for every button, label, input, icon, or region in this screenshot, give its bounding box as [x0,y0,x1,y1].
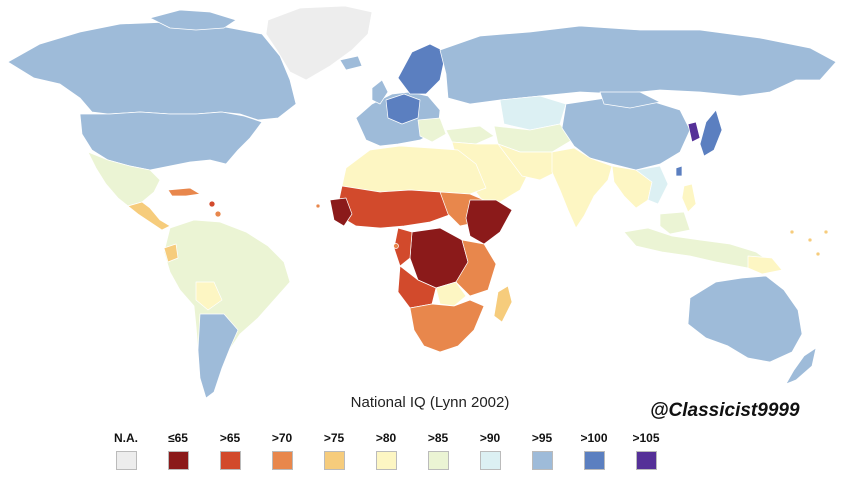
legend-swatch [167,451,189,470]
madagascar-region [493,285,513,323]
australia-region [687,275,803,363]
legend-label: >100 [580,431,608,445]
legend-item-na: N.A. [100,430,152,470]
world-map [7,5,837,399]
legend-label: >65 [219,431,241,445]
borneo-region [659,211,691,235]
korea-region [687,121,701,143]
pacific-island [807,237,813,243]
indochina-region [635,165,669,205]
legend-swatch [323,451,345,470]
caribbean-island [214,210,222,218]
scandinavia-region [397,43,447,95]
legend-label: >70 [271,431,293,445]
pacific-island [789,229,795,235]
legend-swatch [271,451,293,470]
turkey-region [445,125,495,145]
bolivia-region [195,281,223,311]
legend-swatch [479,451,501,470]
legend-swatch [115,451,137,470]
zambia-region [435,281,467,307]
south-america-region [163,219,291,399]
mongolia-region [599,91,661,109]
west-africa-region [329,197,353,227]
legend-item-gt95: >95 [516,430,568,470]
legend-label: >95 [531,431,553,445]
legend-item-le65: ≤65 [152,430,204,470]
pacific-island [823,229,829,235]
png-region [747,255,783,275]
india-region [551,147,613,229]
horn-of-africa-region [465,199,513,245]
pacific-island [815,251,821,257]
legend-swatch [583,451,605,470]
north-america-north-region [7,21,297,121]
legend-item-gt75: >75 [308,430,360,470]
island-cape-verde [315,203,321,209]
legend-item-gt80: >80 [360,430,412,470]
map-legend: N.A. ≤65 >65 >70 >75 >80 >85 >90 >95 >10… [100,430,672,470]
legend-label: >85 [427,431,449,445]
greenland-region [265,5,373,81]
legend-item-gt90: >90 [464,430,516,470]
legend-item-gt65: >65 [204,430,256,470]
legend-swatch [375,451,397,470]
new-zealand-region [785,347,817,385]
legend-swatch [427,451,449,470]
east-africa-region [455,239,497,297]
caribbean-region [167,187,201,197]
balkans-region [417,117,447,143]
legend-item-gt85: >85 [412,430,464,470]
legend-label: N.A. [114,431,138,445]
legend-label: >105 [632,431,660,445]
legend-label: ≤65 [168,431,188,445]
ecuador-region [163,243,179,263]
japan-region [699,109,723,157]
map-title: National IQ (Lynn 2002) [350,394,510,411]
legend-label: >90 [479,431,501,445]
legend-label: >75 [323,431,345,445]
legend-item-gt100: >100 [568,430,620,470]
legend-swatch [635,451,657,470]
argentina-chile-region [197,313,239,399]
central-america-region [127,201,171,231]
sahel-region [335,185,457,229]
russia-region [439,25,837,105]
philippines-region [681,183,697,213]
mexico-region [87,151,161,207]
caribbean-island [208,200,216,208]
island-sao-tome [393,243,399,249]
iceland-region [339,55,363,71]
uk-region [371,79,389,105]
legend-swatch [531,451,553,470]
legend-item-gt70: >70 [256,430,308,470]
southern-africa-region [409,299,485,353]
legend-label: >80 [375,431,397,445]
europe-central-region [385,93,421,125]
credit-handle: @Classicist9999 [650,400,800,421]
legend-swatch [219,451,241,470]
taiwan-region [675,165,683,177]
arctic-islands-region [149,9,237,31]
legend-item-gt105: >105 [620,430,672,470]
